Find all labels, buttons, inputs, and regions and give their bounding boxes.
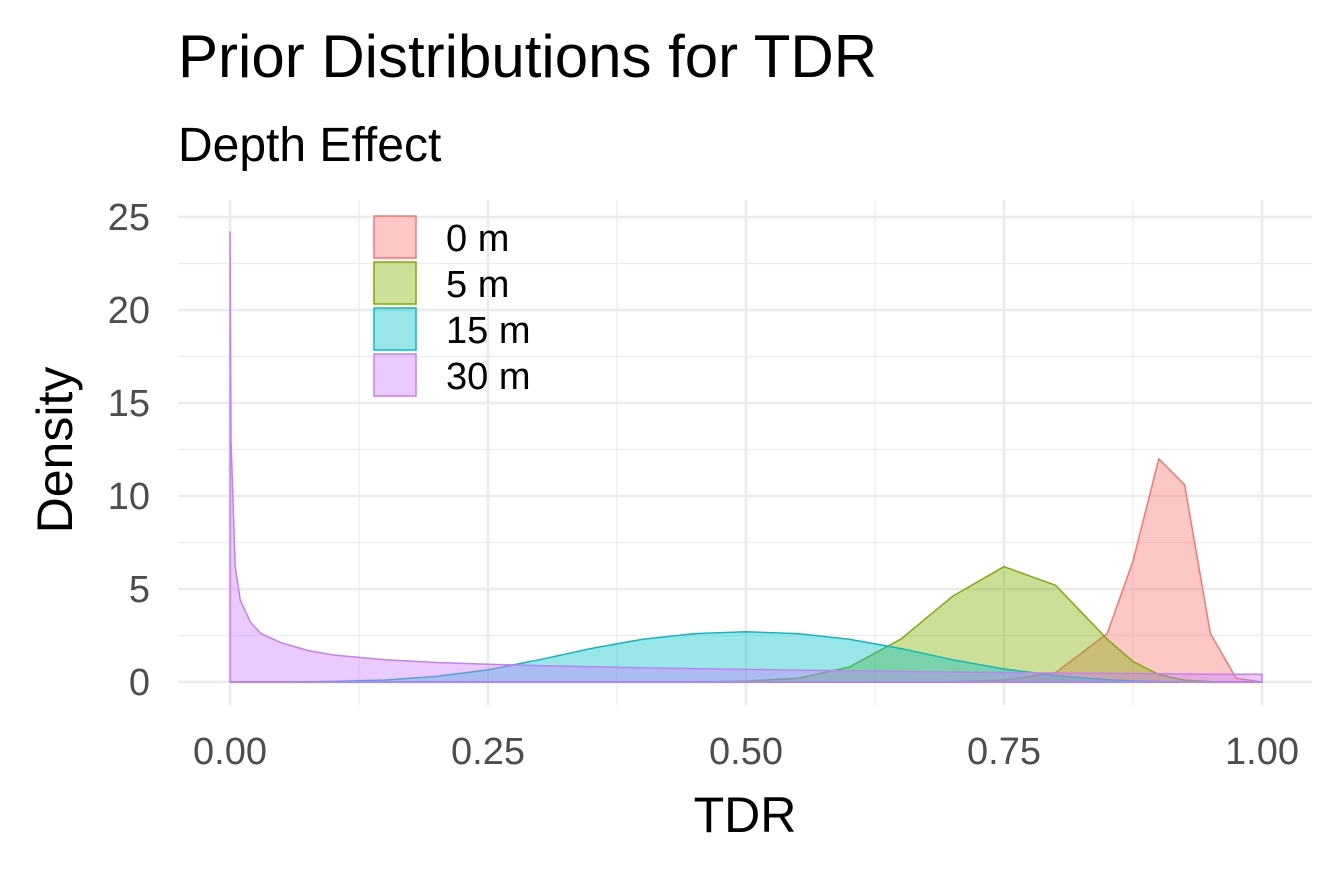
- legend-label-30-m: 30 m: [446, 356, 530, 398]
- legend-label-0-m: 0 m: [446, 218, 509, 260]
- x-tick-label: 0.25: [451, 731, 525, 773]
- y-tick-label: 0: [129, 662, 150, 704]
- legend-key-0-m: [373, 215, 417, 259]
- y-tick-label: 25: [108, 197, 150, 239]
- chart-title: Prior Distributions for TDR: [178, 23, 878, 90]
- x-axis-label: TDR: [694, 787, 797, 843]
- y-tick-label: 10: [108, 476, 150, 518]
- x-tick-label: 0.50: [709, 731, 783, 773]
- legend-label-15-m: 15 m: [446, 310, 530, 352]
- legend-key-15-m: [373, 307, 417, 351]
- x-tick-labels: 0.00 0.25 0.50 0.75 1.00: [193, 731, 1299, 773]
- x-tick-label: 0.75: [967, 731, 1041, 773]
- chart-subtitle: Depth Effect: [178, 119, 442, 172]
- y-tick-labels: 0 5 10 15 20 25: [108, 197, 150, 704]
- y-tick-label: 20: [108, 290, 150, 332]
- density-areas: [229, 231, 1263, 683]
- density-area-30-m: [229, 231, 1263, 683]
- y-axis-label: Density: [27, 367, 83, 534]
- legend-label-5-m: 5 m: [446, 264, 509, 306]
- legend: 0 m5 m15 m30 m: [373, 215, 530, 398]
- x-tick-label: 0.00: [193, 731, 267, 773]
- legend-key-30-m: [373, 353, 417, 397]
- y-tick-label: 15: [108, 383, 150, 425]
- legend-key-5-m: [373, 261, 417, 305]
- y-tick-label: 5: [129, 569, 150, 611]
- x-tick-label: 1.00: [1225, 731, 1299, 773]
